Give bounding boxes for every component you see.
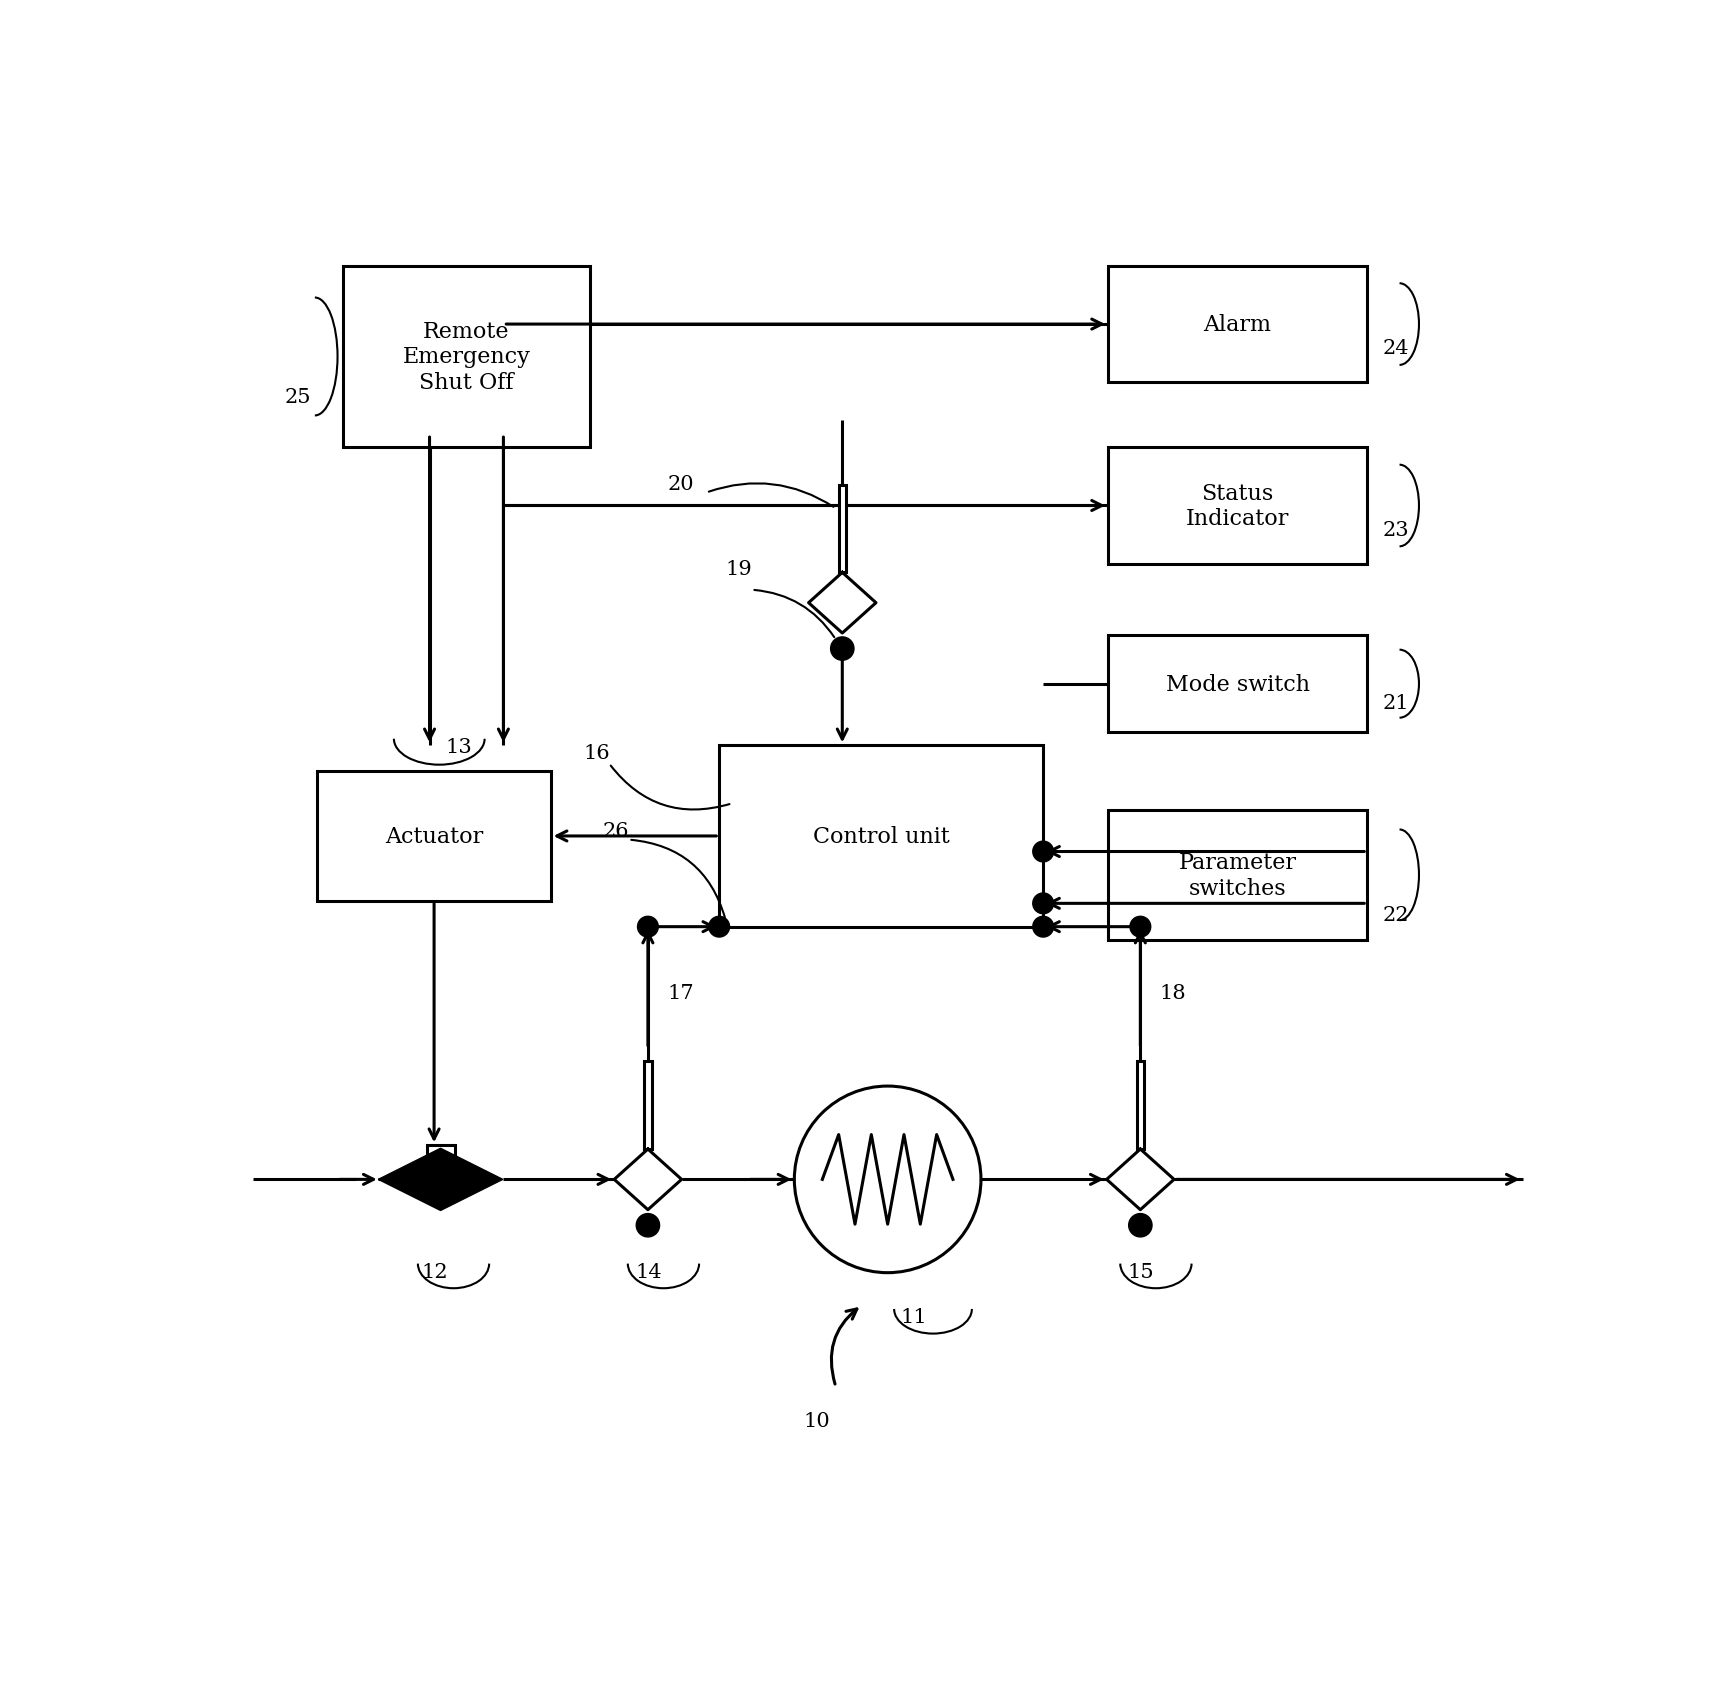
Circle shape [708,917,729,937]
Circle shape [1032,893,1053,915]
Bar [1108,267,1367,383]
Text: 18: 18 [1160,984,1186,1002]
Circle shape [637,917,658,937]
Text: 21: 21 [1382,693,1410,713]
Text: 26: 26 [603,821,629,841]
Circle shape [1032,917,1053,937]
Text: 25: 25 [286,387,312,407]
Bar [1136,1061,1145,1149]
Circle shape [831,637,854,661]
Bar [719,745,1043,927]
Text: Remote
Emergency
Shut Off: Remote Emergency Shut Off [402,321,530,394]
Circle shape [1032,841,1053,863]
Circle shape [1129,917,1150,937]
Bar [1108,447,1367,565]
Text: 22: 22 [1382,905,1410,925]
Polygon shape [378,1149,440,1211]
Circle shape [1129,1214,1152,1238]
Polygon shape [440,1149,502,1211]
Text: 13: 13 [445,737,473,757]
Text: Mode switch: Mode switch [1166,673,1309,695]
Text: 16: 16 [584,743,610,762]
Bar [343,267,589,447]
Bar [644,1061,651,1149]
Text: 24: 24 [1382,340,1410,358]
Bar [838,486,845,574]
Text: 14: 14 [636,1262,662,1280]
Text: Control unit: Control unit [812,826,949,848]
Bar [1108,636,1367,733]
Text: 17: 17 [667,984,695,1002]
Text: 10: 10 [804,1411,830,1430]
Circle shape [636,1214,660,1238]
Bar [426,1145,454,1177]
Circle shape [795,1087,980,1273]
Text: 15: 15 [1128,1262,1154,1280]
Bar [1108,811,1367,940]
Text: Alarm: Alarm [1204,315,1271,336]
Text: Actuator: Actuator [385,826,483,848]
Bar [317,772,551,902]
Text: 12: 12 [421,1262,449,1280]
Text: 20: 20 [667,474,695,493]
Text: Parameter
switches: Parameter switches [1178,851,1297,898]
Text: 23: 23 [1382,520,1410,540]
Text: 11: 11 [901,1307,927,1325]
Text: 19: 19 [726,560,752,579]
Text: Status
Indicator: Status Indicator [1186,483,1289,530]
